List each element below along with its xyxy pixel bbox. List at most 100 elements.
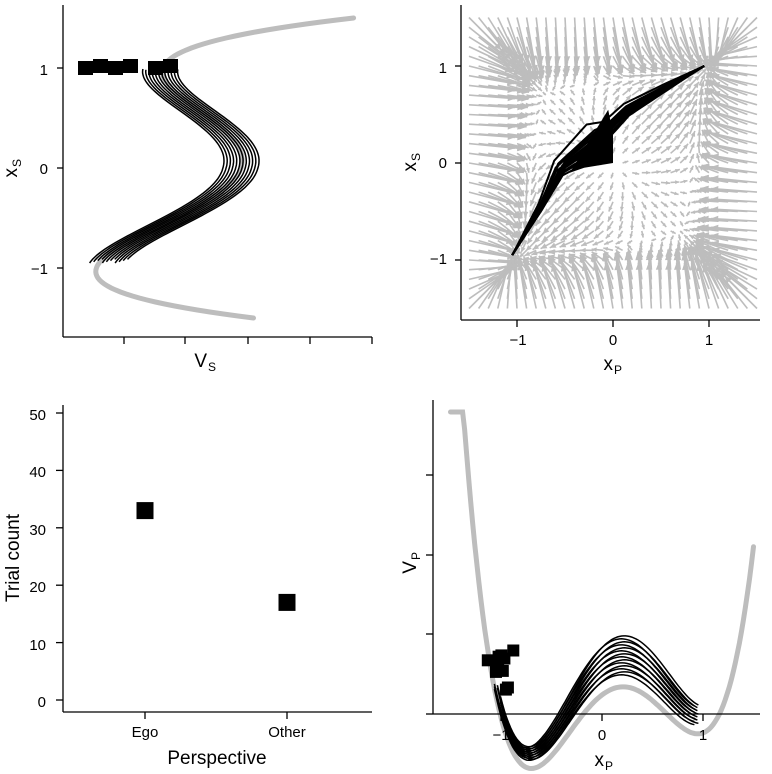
panel2-field-arrowhead bbox=[594, 56, 601, 64]
panel2-field-arrow bbox=[712, 100, 758, 116]
panel2-field-arrowhead bbox=[541, 109, 546, 114]
panel2-field-arrowhead bbox=[674, 144, 681, 151]
panel2-field-arrow bbox=[711, 208, 758, 213]
panel2-field-arrow bbox=[593, 17, 600, 64]
panel2-field-arrow bbox=[689, 17, 701, 63]
panel2-field-arrowhead bbox=[619, 216, 624, 222]
panel2-field-arrowhead bbox=[548, 249, 556, 255]
panel2-field-arrowhead bbox=[661, 237, 666, 241]
panel2-field-arrowhead bbox=[632, 195, 636, 200]
panel2-field-arrowhead bbox=[683, 167, 688, 172]
panel2-field-arrowhead bbox=[656, 123, 663, 130]
panel2-field-arrow bbox=[554, 17, 559, 64]
panel2-field-arrow bbox=[703, 245, 748, 261]
panel2-field-arrowhead bbox=[516, 221, 523, 229]
panel2-field-arrow bbox=[711, 55, 758, 61]
panel2-field-arrowhead bbox=[662, 222, 667, 227]
panel2-field-arrowhead bbox=[533, 144, 537, 149]
panel2-field-arrowhead bbox=[680, 212, 685, 217]
panel2-field-arrowhead bbox=[591, 247, 597, 252]
panel3-ytick-label-30: 30 bbox=[29, 522, 46, 539]
panel2-field-arrowhead bbox=[584, 216, 590, 223]
panel2-field-arrowhead bbox=[653, 203, 658, 209]
panel2-field-arrow bbox=[478, 36, 516, 66]
panel2-field-arrowhead bbox=[683, 244, 689, 252]
panel1-trajectory bbox=[114, 69, 248, 260]
panel2-field-arrowhead bbox=[689, 227, 695, 232]
panel2-field-arrowhead bbox=[530, 258, 538, 266]
panel2-field-arrowhead bbox=[711, 164, 719, 171]
panel2-field-arrow bbox=[703, 107, 748, 125]
panel2-field-arrowhead bbox=[645, 147, 651, 152]
panel2-field-arrow bbox=[697, 246, 739, 271]
panel2-field-arrowhead bbox=[625, 95, 631, 101]
panel2-field-arrowhead bbox=[549, 242, 557, 248]
panel2-field-arrowhead bbox=[714, 266, 723, 274]
panel2-trajectories-layer bbox=[511, 65, 705, 256]
panel2-field-arrowhead bbox=[683, 120, 690, 128]
panel2-xlabel: x bbox=[604, 354, 614, 375]
panel2-field-arrowhead bbox=[524, 190, 530, 196]
panel2-field-arrowhead bbox=[514, 188, 523, 196]
panel2-field-arrow bbox=[712, 82, 758, 96]
panel2-field-arrowhead bbox=[555, 141, 561, 146]
panel2-field-arrowhead bbox=[701, 174, 709, 181]
panel2-field-arrow bbox=[702, 264, 720, 309]
panel2-xtick-label-1: 1 bbox=[705, 332, 713, 349]
panel1-trajectory bbox=[126, 69, 260, 260]
panel4-xtick-label-neg1: −1 bbox=[492, 727, 509, 744]
panel2-field-arrow bbox=[564, 17, 569, 64]
panel2-field-arrowhead bbox=[552, 86, 556, 91]
panel2-field-arrowhead bbox=[524, 132, 530, 138]
panel2-field-arrowhead bbox=[591, 251, 598, 258]
panel2-field-arrowhead bbox=[551, 226, 559, 234]
panel2-field-arrow bbox=[711, 154, 758, 164]
panel2-field-arrowhead bbox=[586, 174, 591, 179]
panel2-field-arrow bbox=[707, 255, 748, 281]
panel2-field-arrowhead bbox=[677, 240, 682, 246]
panel2-xtick-label-0: 0 bbox=[609, 332, 617, 349]
panel2-field-arrowhead bbox=[702, 239, 710, 246]
panel2-field-arrowhead bbox=[594, 77, 599, 82]
panel2-field-arrowhead bbox=[573, 56, 580, 64]
panel1-trajectory bbox=[101, 68, 238, 264]
panel2-field-arrow bbox=[631, 17, 644, 63]
panel2-field-arrowhead bbox=[603, 250, 610, 257]
panel2-field-arrowhead bbox=[595, 225, 601, 231]
panel2-field-arrowhead bbox=[528, 144, 533, 149]
panel2-field-arrowhead bbox=[616, 69, 623, 76]
panel2-field-arrowhead bbox=[563, 56, 571, 64]
panel2-field-arrowhead bbox=[704, 71, 713, 78]
panel2-field-arrow bbox=[711, 187, 758, 193]
panel2-field-arrowhead bbox=[520, 166, 527, 173]
panel2-field-arrowhead bbox=[646, 170, 651, 175]
panel2-field-arrow bbox=[695, 248, 720, 290]
panel1-marker bbox=[78, 61, 93, 75]
panel2-field-arrowhead bbox=[609, 196, 613, 201]
panel2-field-arrowhead bbox=[715, 259, 724, 266]
panel2-field-arrowhead bbox=[559, 242, 567, 248]
panel2-field-arrowhead bbox=[592, 254, 599, 262]
panel2-field-arrowhead bbox=[544, 208, 551, 215]
panel2-field-arrowhead bbox=[689, 177, 693, 182]
panel2-field-arrowhead bbox=[538, 165, 543, 171]
panel3-ticks-layer bbox=[56, 412, 288, 719]
panel4-xtick-label-0: 0 bbox=[598, 727, 606, 744]
panel2-field-arrowhead bbox=[687, 54, 694, 62]
panel2-field-arrowhead bbox=[690, 142, 695, 148]
panel2-field-arrowhead bbox=[628, 68, 635, 75]
panel2-field-arrowhead bbox=[697, 247, 706, 254]
panel1-marker bbox=[93, 59, 108, 73]
panel2-field-arrowhead bbox=[568, 117, 573, 123]
panel2-field-arrowhead bbox=[531, 250, 538, 256]
panel2-field-arrowhead bbox=[530, 189, 536, 195]
panel2-field-arrowhead bbox=[537, 55, 544, 64]
panel2-field-arrowhead bbox=[674, 156, 681, 162]
panel2-field-arrowhead bbox=[580, 254, 588, 263]
panel2-field-arrowhead bbox=[570, 89, 575, 94]
panel2-field-arrowhead bbox=[537, 102, 542, 105]
panel2-field-arrowhead bbox=[711, 232, 719, 240]
panel2-field-arrowhead bbox=[571, 234, 578, 240]
panel2-field-arrowhead bbox=[564, 174, 570, 180]
panel2-field-arrowhead bbox=[583, 225, 590, 232]
